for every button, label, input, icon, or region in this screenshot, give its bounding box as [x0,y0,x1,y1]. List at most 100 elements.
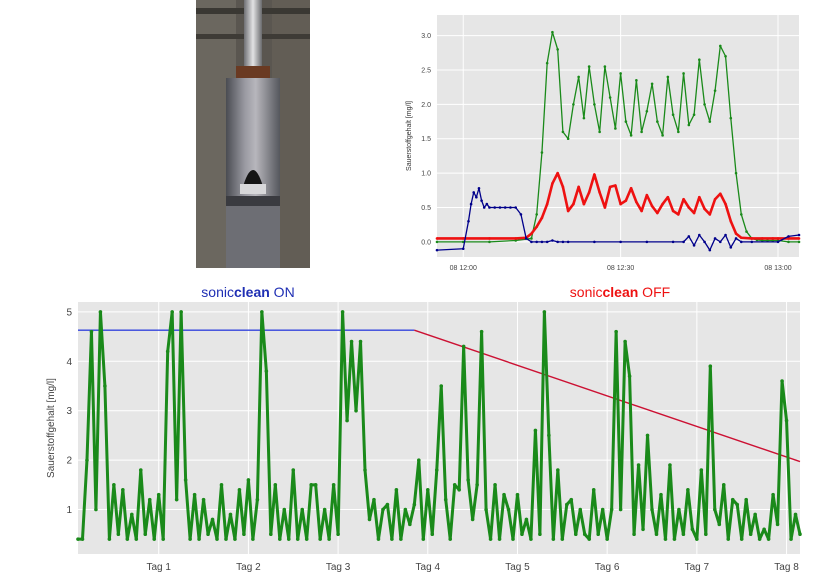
data-point [529,537,533,541]
data-point [435,240,439,244]
data-point [619,240,622,244]
x-tick-label: Tag 4 [416,562,441,573]
data-point [228,512,233,517]
data-point [561,130,565,134]
data-point [650,204,654,208]
data-point [577,185,580,189]
data-point [713,197,717,201]
data-point [556,240,559,244]
data-point [687,123,691,127]
data-point [603,206,607,209]
data-point [748,532,753,537]
x-tick-label: Tag 5 [505,562,530,573]
data-point [215,537,219,541]
data-point [143,532,148,537]
data-point [192,492,197,497]
oxygen-detail-chart: Sauerstoffgehalt [mg/l] 0.0 0.5 1.0 1.5 2.0 2… [406,15,801,272]
data-point [624,120,628,123]
data-point [435,237,439,240]
data-point [695,537,699,541]
data-point [76,537,80,541]
data-point [629,186,633,190]
data-point [582,532,587,537]
data-point [485,202,489,206]
data-point [506,507,511,512]
data-point [273,483,278,487]
data-point [614,127,617,130]
data-point [609,507,614,512]
data-point [435,248,439,252]
data-point [668,463,672,467]
data-point [566,137,570,141]
x-tick-label: 08 12:30 [607,265,634,272]
data-point [556,48,559,51]
data-point [614,329,618,334]
data-point [412,502,417,507]
data-point [690,527,695,532]
data-point [619,202,622,206]
data-point [582,116,586,120]
data-point [739,213,743,216]
data-point [784,418,789,423]
data-point [233,537,237,541]
data-point [686,487,690,492]
data-point [734,237,738,240]
data-point [677,213,680,216]
data-point [762,527,766,532]
data-point [408,522,412,527]
data-point [197,537,201,541]
data-point [417,458,421,462]
data-point [719,44,722,48]
data-point [246,478,251,482]
data-point [170,310,174,314]
data-point [735,502,740,507]
data-point [295,537,300,541]
data-point [430,532,435,537]
data-point [671,240,675,244]
data-point [488,237,491,240]
y-axis-label: Sauerstoffgehalt [mg/l] [406,101,413,171]
data-point [641,527,645,532]
data-point [313,483,318,487]
label-on-prefix: sonic [201,284,234,300]
data-point [331,483,336,487]
data-point [535,225,538,229]
data-point [566,240,570,244]
data-point [682,240,685,244]
oxygen-days-chart: sonicclean ON sonicclean OFF Sauerstoffg… [46,284,802,573]
data-point [708,120,712,123]
data-point [561,185,565,189]
data-point [771,239,775,242]
label-on-bold: clean [234,284,270,300]
label-on-suffix: ON [270,284,295,300]
data-point [745,230,748,233]
data-point [587,65,591,68]
data-point [739,240,743,244]
data-point [656,120,659,123]
data-point [729,219,733,223]
data-point [787,235,790,238]
data-point [730,497,735,502]
data-point [726,537,731,541]
data-point [524,237,528,240]
plot-panel [437,15,799,257]
y-tick-label: 2.5 [421,67,431,74]
data-point [703,240,706,244]
data-point [94,507,98,512]
data-point [503,206,507,209]
data-point [578,507,583,512]
data-point [530,232,533,235]
data-point [577,75,580,79]
data-point [354,408,358,413]
data-point [251,537,255,541]
data-point [797,237,801,240]
data-point [514,237,517,240]
data-point [147,497,152,502]
data-point [682,72,685,75]
data-point [551,30,554,34]
y-tick-label: 1.0 [421,171,431,178]
data-point [598,130,601,134]
data-point [572,103,575,106]
label-off-suffix: OFF [638,284,670,300]
data-point [524,517,529,522]
